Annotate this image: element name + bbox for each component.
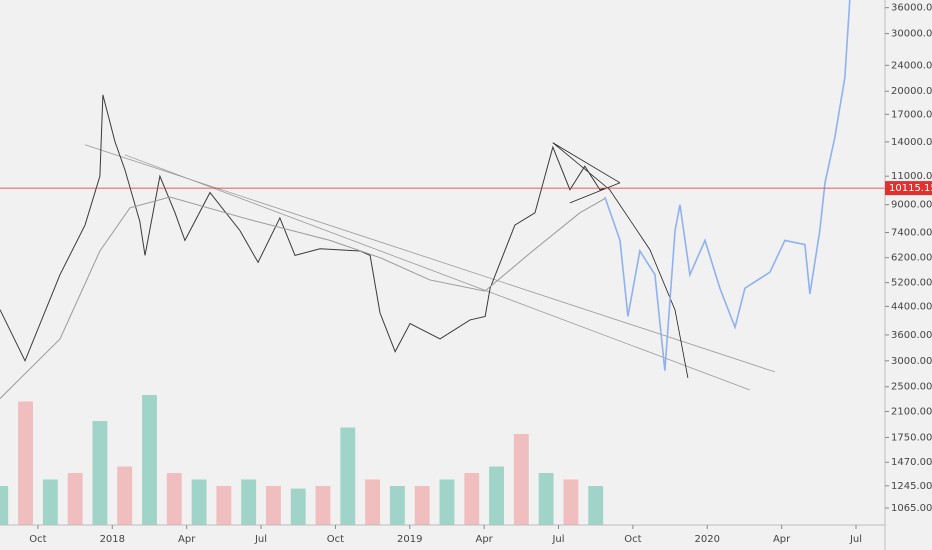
axes: 36000.00 30000.00 24000.00 20000.00 17000.00… [29,3,932,545]
x-tick-label: 2018 [100,534,125,545]
volume-bar [265,486,281,525]
price-line [604,0,851,371]
volume-bar [117,466,133,525]
trendline [569,182,621,204]
y-tick-label: 36000.00 [891,3,932,14]
volume-bar [315,486,331,525]
volume-bar [340,427,356,525]
volume-bar [563,479,579,525]
price-line [0,94,606,363]
x-tick-label: 2020 [695,534,720,545]
y-tick-label: 1245.00 [891,481,932,492]
volume-bar [513,434,529,525]
volume-bar [365,479,381,525]
volume-bar [241,479,257,525]
x-tick-label: Apr [178,534,196,545]
trendline [552,142,621,184]
x-tick-label: Oct [29,534,46,545]
x-tick-label: Oct [624,534,641,545]
trendline [124,154,751,391]
y-tick-label: 1065.00 [891,503,932,514]
y-tick-label: 4400.00 [891,301,932,312]
y-tick-label: 14000.00 [891,137,932,148]
volume-bar [489,466,504,525]
volume-bar [439,479,455,525]
y-tick-label: 6200.00 [891,253,932,264]
y-tick-label: 20000.00 [891,86,932,97]
volume-bar [191,479,207,525]
y-tick-label: 24000.00 [891,60,932,71]
x-tick-label: Oct [327,534,344,545]
y-tick-label: 5200.00 [891,278,932,289]
y-tick-label: 2500.00 [891,382,932,393]
y-tick-label: 1470.00 [891,457,932,468]
x-tick-label: Apr [475,534,493,545]
y-tick-label: 2100.00 [891,407,932,418]
y-tick-label: 11000.00 [891,171,932,182]
y-tick-label: 1750.00 [891,432,932,443]
x-tick-label: 2019 [397,534,422,545]
volume-bar [538,473,554,525]
x-tick-label: Jul [849,534,862,545]
volume-bar [389,486,405,525]
plot-area [0,0,885,525]
y-tick-label: 3000.00 [891,356,932,367]
y-tick-label: 3600.00 [891,330,932,341]
volume-bar [42,479,58,525]
price-line [0,196,606,399]
y-tick-label: 7400.00 [891,228,932,239]
volume-bar [290,488,306,525]
last-price-label: 10115.15 [889,183,932,194]
y-tick-label: 30000.00 [891,29,932,40]
x-tick-label: Jul [254,534,267,545]
volume-bar [67,473,83,525]
trendline [552,142,689,378]
volume-bar [0,486,9,525]
volume-bar [216,486,232,525]
trendline [84,144,776,373]
volume-bar [588,486,604,525]
volume-bar [18,401,33,525]
y-tick-label: 9000.00 [891,200,932,211]
x-tick-label: Jul [551,534,564,545]
volume-bar [414,486,430,525]
y-tick-label: 17000.00 [891,109,932,120]
volume-bar [92,421,108,525]
volume-bar [166,473,182,525]
last-price-box [885,181,932,196]
volume-bar [464,473,480,525]
volume-bar [142,395,157,525]
x-tick-label: Apr [773,534,791,545]
